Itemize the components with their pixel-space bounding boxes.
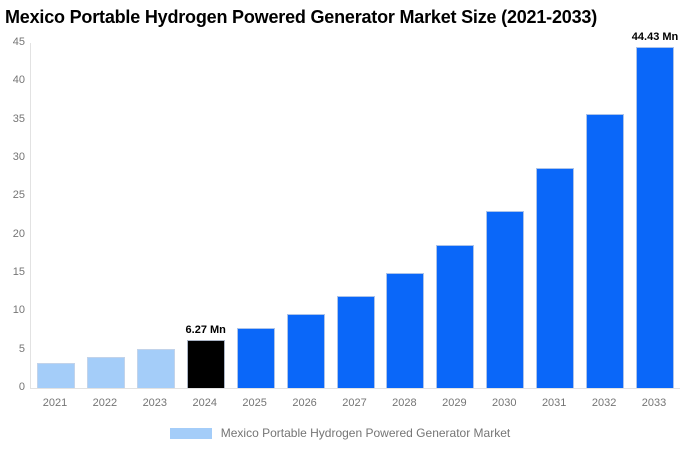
x-tick-label: 2032 (591, 397, 617, 409)
x-tick-label: 2026 (292, 397, 317, 409)
legend: Mexico Portable Hydrogen Powered Generat… (0, 424, 680, 442)
y-tick-label: 5 (18, 342, 25, 355)
x-tick-label: 2027 (342, 397, 367, 409)
x-tick-label: 2031 (541, 397, 567, 409)
bar-2029 (436, 245, 475, 388)
bar-2033 (636, 47, 675, 388)
y-tick-label: 35 (12, 112, 25, 125)
bar-2026 (286, 313, 325, 388)
x-tick-label: 2025 (242, 397, 267, 409)
x-tick-label: 2022 (92, 397, 118, 409)
bar-2022 (86, 356, 125, 388)
y-tick-label: 40 (12, 74, 25, 87)
y-tick-label: 10 (12, 304, 25, 317)
x-tick-label: 2024 (192, 397, 217, 409)
y-tick-label: 45 (12, 36, 25, 48)
bar-2023 (136, 349, 175, 388)
legend-label: Mexico Portable Hydrogen Powered Generat… (220, 426, 511, 440)
bar-2028 (386, 273, 425, 388)
y-tick-label: 20 (12, 227, 25, 240)
bar-2027 (336, 295, 375, 388)
y-tick-label: 25 (12, 189, 25, 202)
x-tick-label: 2028 (392, 397, 417, 409)
y-tick-label: 15 (12, 266, 25, 278)
plot-area: 6.27 Mn 44.43 Mn (30, 31, 680, 389)
x-tick-label: 2023 (142, 397, 168, 409)
bar-2032 (586, 113, 625, 388)
bar-2025 (236, 328, 275, 388)
bar-2024 (186, 339, 225, 388)
bar-2031 (536, 167, 575, 388)
x-tick-label: 2033 (641, 397, 667, 409)
chart-title: Mexico Portable Hydrogen Powered Generat… (5, 7, 598, 27)
y-tick-label: 0 (18, 381, 25, 393)
x-tick-label: 2030 (492, 397, 517, 409)
bar-value-label: 44.43 Mn (631, 31, 679, 44)
x-tick-label: 2021 (42, 397, 68, 409)
x-tick-label: 2029 (442, 397, 467, 409)
bar-2030 (486, 210, 525, 388)
bar-value-label: 6.27 Mn (185, 323, 226, 336)
legend-swatch (169, 427, 212, 439)
bar-2021 (36, 363, 75, 388)
y-tick-label: 30 (12, 151, 25, 163)
